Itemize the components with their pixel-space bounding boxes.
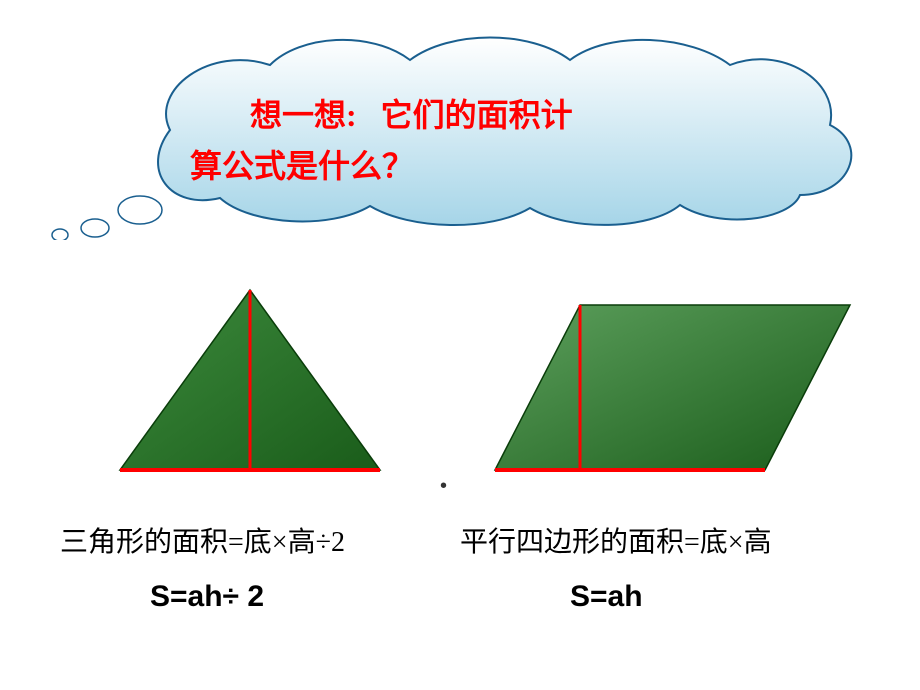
center-dot: • (440, 475, 447, 498)
shapes-row (0, 280, 920, 490)
cloud-line1-part2: 它们的面积计 (381, 97, 573, 133)
parallelogram-label: 平行四边形的面积=底×高 (460, 520, 772, 560)
cloud-line1-part1: 想一想: (250, 97, 357, 133)
parallelogram-shape (470, 280, 870, 480)
triangle-formula: S=ah÷ 2 (150, 580, 264, 614)
parallelogram-formula: S=ah (570, 580, 643, 614)
bubble-large (118, 196, 162, 224)
cloud-text: 想一想: 它们的面积计 算公式是什么？ (190, 90, 760, 192)
cloud-line2: 算公式是什么？ (190, 141, 760, 192)
thought-cloud: 想一想: 它们的面积计 算公式是什么？ (40, 20, 870, 220)
triangle-label: 三角形的面积=底×高÷2 (60, 520, 345, 560)
bubble-med (81, 219, 109, 237)
triangle-shape (95, 280, 405, 480)
bubble-small (52, 229, 68, 240)
parallelogram-poly (495, 305, 850, 470)
